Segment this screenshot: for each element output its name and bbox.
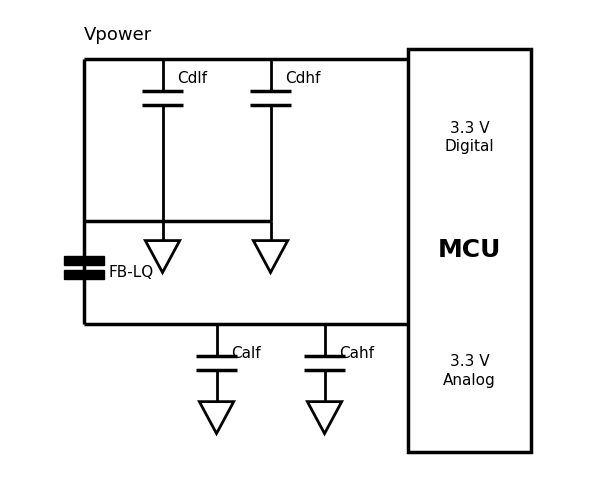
Text: Cdlf: Cdlf [177, 71, 207, 85]
Text: Cdhf: Cdhf [285, 71, 320, 85]
Text: 3.3 V
Digital: 3.3 V Digital [445, 121, 494, 155]
Bar [64, 256, 104, 265]
Text: Cahf: Cahf [339, 346, 374, 360]
Text: FB-LQ: FB-LQ [109, 265, 154, 280]
Text: 3.3 V
Analog: 3.3 V Analog [443, 355, 496, 388]
Text: MCU: MCU [438, 239, 501, 262]
Text: Vpower: Vpower [84, 26, 152, 44]
Text: Calf: Calf [231, 346, 261, 360]
Bar [64, 270, 104, 279]
FancyBboxPatch shape [408, 49, 531, 452]
